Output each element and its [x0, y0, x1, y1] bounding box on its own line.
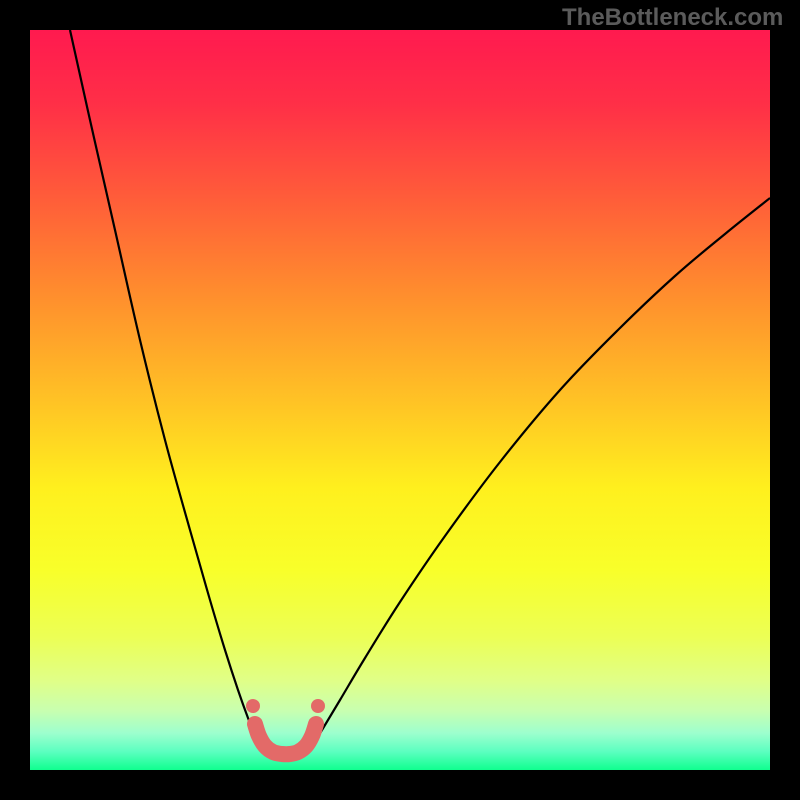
- chart-frame: TheBottleneck.com: [0, 0, 800, 800]
- watermark-text: TheBottleneck.com: [562, 4, 783, 32]
- optimal-region-marker: [255, 724, 316, 754]
- curve-right-branch: [305, 198, 770, 754]
- plot-area: [30, 30, 770, 770]
- curve-left-branch: [70, 30, 265, 754]
- optimal-region-marker-ends: [246, 699, 325, 713]
- bottleneck-curve: [30, 30, 770, 770]
